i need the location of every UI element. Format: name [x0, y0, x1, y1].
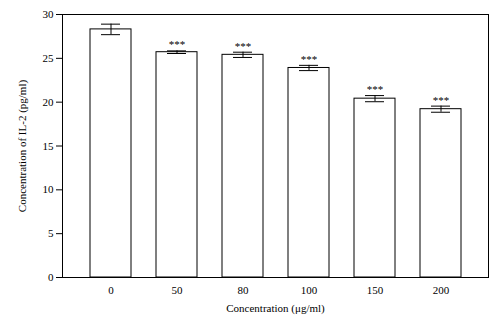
svg-text:30: 30	[43, 8, 55, 20]
svg-text:***: ***	[433, 94, 450, 106]
svg-text:Concentration (μg/ml): Concentration (μg/ml)	[226, 302, 325, 315]
svg-text:0: 0	[108, 284, 114, 296]
svg-text:20: 20	[43, 96, 55, 108]
svg-text:***: ***	[235, 40, 252, 52]
svg-text:80: 80	[238, 284, 250, 296]
svg-text:200: 200	[433, 284, 450, 296]
svg-text:***: ***	[169, 38, 186, 50]
svg-text:***: ***	[301, 53, 318, 65]
svg-text:15: 15	[43, 140, 55, 152]
svg-text:50: 50	[172, 284, 184, 296]
svg-text:25: 25	[43, 52, 55, 64]
svg-text:***: ***	[367, 83, 384, 95]
svg-text:0: 0	[48, 271, 54, 283]
svg-text:Concentration of IL-2 (pg/ml): Concentration of IL-2 (pg/ml)	[16, 80, 29, 213]
svg-text:5: 5	[48, 227, 54, 239]
svg-text:10: 10	[43, 183, 55, 195]
svg-text:150: 150	[367, 284, 384, 296]
svg-text:100: 100	[301, 284, 318, 296]
